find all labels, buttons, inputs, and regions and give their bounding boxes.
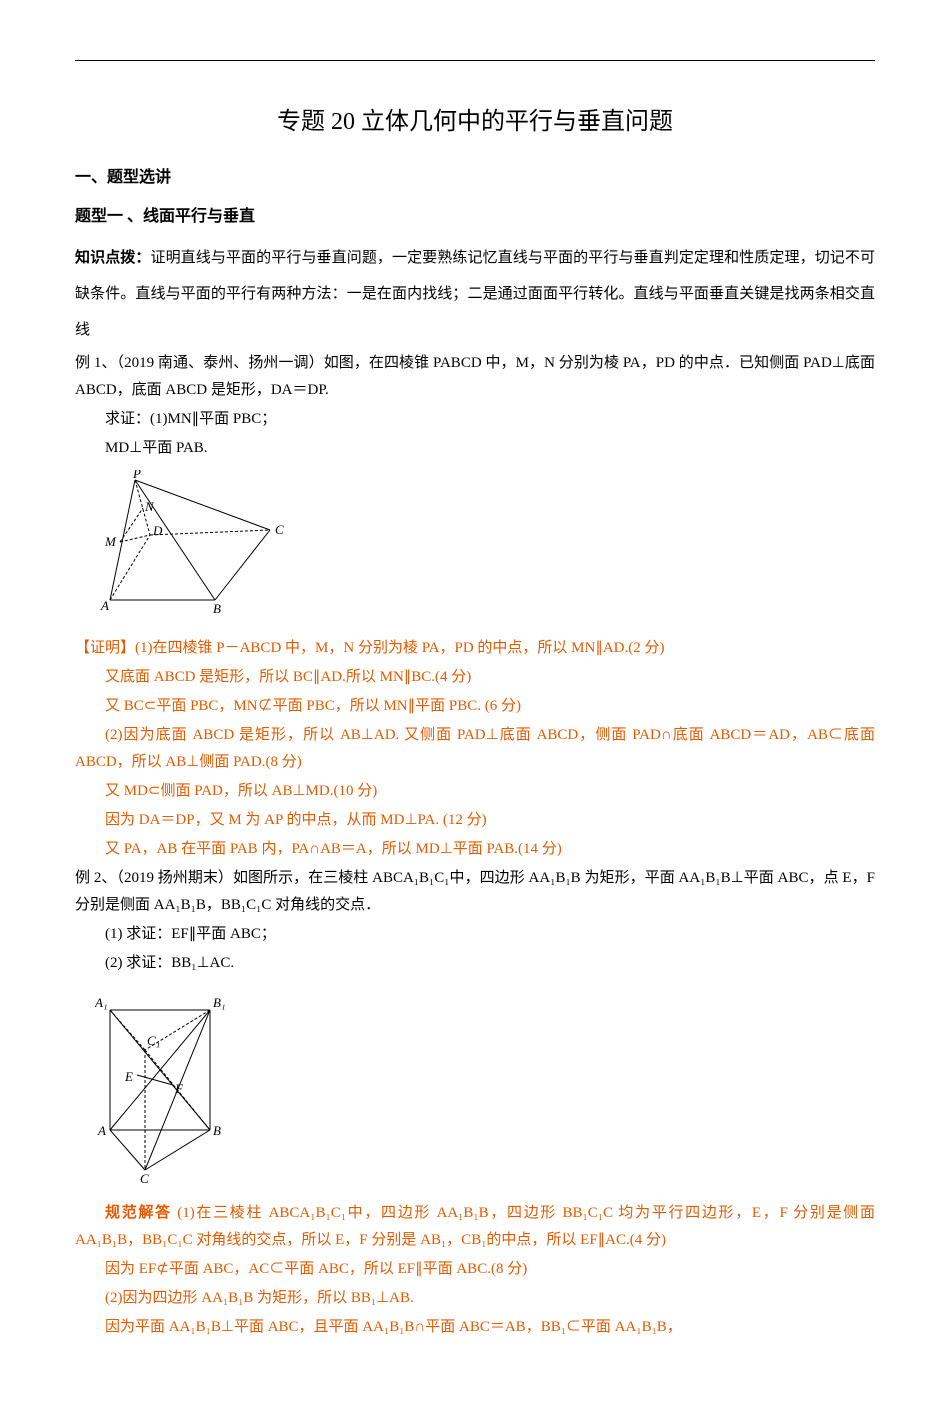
proof-line-1: (1)在四棱锥 P－ABCD 中，M，N 分别为棱 PA，PD 的中点，所以 M… — [135, 640, 664, 656]
example1-line2: 求证：(1)MN∥平面 PBC； — [75, 406, 875, 433]
proof-paragraph: 【证明】(1)在四棱锥 P－ABCD 中，M，N 分别为棱 PA，PD 的中点，… — [75, 635, 875, 662]
page-title: 专题 20 立体几何中的平行与垂直问题 — [75, 101, 875, 144]
knowledge-label: 知识点拨： — [75, 250, 150, 266]
example2-line1: 例 2、（2019 扬州期末）如图所示，在三棱柱 ABCA₁B₁C₁中，四边形 … — [75, 865, 875, 919]
knowledge-text: 证明直线与平面的平行与垂直问题，一定要熟练记忆直线与平面的平行与垂直判定定理和性… — [75, 250, 875, 338]
figure-1: P A B C D M N — [95, 470, 875, 620]
svg-text:M: M — [104, 534, 117, 549]
solution-line-2: 因为 EF⊄平面 ABC，AC⊂平面 ABC，所以 EF∥平面 ABC.(8 分… — [75, 1256, 875, 1283]
proof-line-3: 又 BC⊂平面 PBC，MN⊄平面 PBC，所以 MN∥平面 PBC. (6 分… — [75, 693, 875, 720]
pyramid-diagram: P A B C D M N — [95, 470, 295, 620]
knowledge-paragraph: 知识点拨：证明直线与平面的平行与垂直问题，一定要熟练记忆直线与平面的平行与垂直判… — [75, 240, 875, 348]
svg-text:C₁: C₁ — [147, 1033, 160, 1048]
svg-text:A: A — [97, 1123, 106, 1138]
prism-diagram: A B C A₁ B₁ C₁ E F — [95, 985, 235, 1185]
svg-text:N: N — [144, 499, 155, 514]
svg-text:C: C — [140, 1171, 149, 1185]
solution-line-4: 因为平面 AA₁B₁B⊥平面 ABC，且平面 AA₁B₁B∩平面 ABC＝AB，… — [75, 1314, 875, 1341]
proof-label: 【证明】 — [75, 640, 135, 656]
figure-2: A B C A₁ B₁ C₁ E F — [95, 985, 875, 1185]
proof-line-6: 因为 DA＝DP，又 M 为 AP 的中点，从而 MD⊥PA. (12 分) — [75, 807, 875, 834]
proof-line-7: 又 PA，AB 在平面 PAB 内，PA∩AB＝A，所以 MD⊥平面 PAB.(… — [75, 836, 875, 863]
svg-text:E: E — [124, 1069, 133, 1084]
proof-line-4: (2)因为底面 ABCD 是矩形，所以 AB⊥AD. 又侧面 PAD⊥底面 AB… — [75, 722, 875, 776]
page-top-rule — [75, 60, 875, 61]
subsection-header: 题型一 、线面平行与垂直 — [75, 203, 875, 232]
svg-text:P: P — [132, 470, 141, 481]
svg-text:B: B — [213, 601, 221, 616]
solution-line-1: (1)在三棱柱 ABCA₁B₁C₁中，四边形 AA₁B₁B，四边形 BB₁C₁C… — [75, 1205, 875, 1248]
svg-text:B₁: B₁ — [213, 995, 225, 1010]
svg-text:A₁: A₁ — [95, 995, 107, 1010]
svg-text:B: B — [213, 1123, 221, 1138]
section-header: 一、题型选讲 — [75, 164, 875, 193]
proof-line-2: 又底面 ABCD 是矩形，所以 BC∥AD.所以 MN∥BC.(4 分) — [75, 664, 875, 691]
solution-line-3: (2)因为四边形 AA₁B₁B 为矩形，所以 BB₁⊥AB. — [75, 1285, 875, 1312]
solution-label: 规范解答 — [105, 1205, 172, 1221]
example2-line2: (1) 求证：EF∥平面 ABC； — [75, 921, 875, 948]
solution-paragraph: 规范解答 (1)在三棱柱 ABCA₁B₁C₁中，四边形 AA₁B₁B，四边形 B… — [75, 1200, 875, 1254]
example1-line3: MD⊥平面 PAB. — [75, 435, 875, 462]
svg-text:D: D — [152, 523, 163, 538]
example2-line3: (2) 求证：BB₁⊥AC. — [75, 950, 875, 977]
svg-text:C: C — [275, 522, 284, 537]
svg-text:F: F — [174, 1081, 184, 1096]
proof-line-5: 又 MD⊂侧面 PAD，所以 AB⊥MD.(10 分) — [75, 778, 875, 805]
example1-line1: 例 1、（2019 南通、泰州、扬州一调）如图，在四棱锥 PABCD 中，M，N… — [75, 350, 875, 404]
svg-text:A: A — [100, 598, 109, 613]
